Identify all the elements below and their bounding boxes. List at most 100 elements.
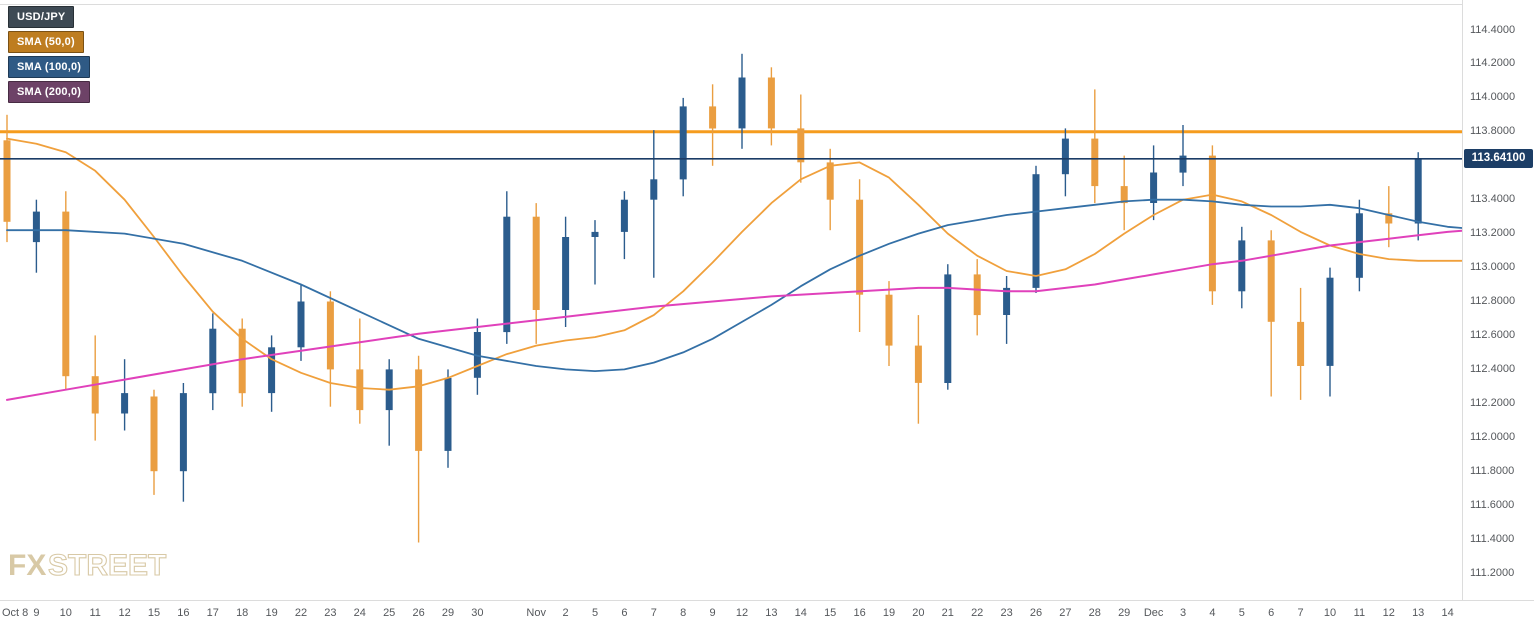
candle-body [91,376,99,414]
candle-body [150,396,158,472]
date-tick-label: 10 [59,607,72,619]
date-tick-label: 6 [621,607,628,619]
date-tick-label: 20 [912,607,925,619]
candle-body [679,106,687,180]
candle-body [1238,240,1246,292]
candle-body [944,274,952,383]
date-tick-label: 2 [562,607,569,619]
date-tick-label: 5 [591,607,599,619]
date-tick-label: 8 [680,607,687,619]
price-tick-label: 111.4000 [1470,532,1515,545]
candle-body [1355,213,1363,278]
legend-sma50[interactable]: SMA (50,0) [8,31,84,53]
candle-body [1003,287,1011,315]
candle-body [356,369,364,411]
date-tick-label: 6 [1268,607,1275,619]
date-tick-label: 27 [1059,607,1072,619]
date-tick-label: 19 [882,607,896,619]
date-tick-label: 15 [147,607,161,619]
date-tick-label: 12 [118,607,131,619]
watermark-fx-text: FX [8,549,46,582]
candle-body [415,369,423,451]
date-tick-label: Dec [1143,607,1164,619]
date-tick-label: 26 [1029,607,1043,619]
candle-body [268,347,276,394]
price-tick-label: 111.8000 [1470,464,1515,477]
price-tick-label: 113.8000 [1470,125,1516,138]
legend-sma100[interactable]: SMA (100,0) [8,56,91,78]
candle-body [1179,155,1187,173]
candle-body [444,377,452,451]
candle-body [3,140,11,222]
date-tick-label: 16 [177,607,190,619]
price-tick-label: 114.2000 [1470,57,1516,70]
price-tick-label: 112.2000 [1470,396,1516,409]
price-tick-label: 114.4000 [1470,23,1516,36]
sma50-label: SMA (50,0) [17,36,75,48]
watermark-street-text: STREET [48,549,166,582]
date-tick-label: 9 [33,607,40,619]
candlestick-plot-area[interactable] [0,0,1462,600]
price-tick-label: 111.6000 [1470,498,1515,511]
price-tick-label: 113.4000 [1470,193,1516,206]
candle-body [1297,321,1305,366]
candle-body [209,328,217,394]
candle-body [709,106,717,129]
candle-body [1061,138,1069,175]
candle-body [1267,240,1275,322]
candle-body [973,274,981,316]
price-tick-label: 114.0000 [1470,91,1516,104]
price-tick-label: 112.4000 [1470,362,1516,375]
sma200-label: SMA (200,0) [17,86,82,98]
candle-body [32,211,40,243]
legend-sma200[interactable]: SMA (200,0) [8,81,91,103]
candle-body [1120,186,1128,204]
date-tick-label: 10 [1323,607,1337,619]
candle-body [885,294,893,346]
date-tick-label: 25 [383,607,396,619]
chart-legend: USD/JPY SMA (50,0) SMA (100,0) SMA (200,… [8,6,91,106]
date-tick-label: 4 [1209,607,1216,619]
date-tick-label: 29 [1118,607,1131,619]
candle-body [1150,172,1158,203]
date-tick-label: 12 [735,607,749,619]
candle-body [1414,159,1422,224]
date-tick-label: 23 [1000,607,1013,619]
date-tick-label: 3 [1179,607,1187,619]
candle-body [179,393,187,472]
candle-body [591,231,599,237]
candle-body [121,393,129,414]
date-tick-label: 7 [1297,607,1304,619]
date-tick-label: 17 [206,607,219,619]
symbol-badge[interactable]: USD/JPY [8,6,75,28]
date-tick-label: 24 [353,607,366,619]
date-tick-label: 30 [471,607,484,619]
date-tick-label: 18 [236,607,249,619]
candle-body [767,77,775,129]
candle-body [650,179,658,200]
candle-body [326,301,334,370]
candle-body [1385,213,1393,224]
candle-body [914,345,922,383]
candle-body [797,128,805,163]
date-tick-label: 7 [650,607,657,619]
date-tick-label: 26 [412,607,425,619]
candle-body [620,199,628,232]
candle-body [532,216,540,310]
time-axis[interactable]: Oct 8 9 10 11 12 15 16 17 18 19 22 23 24 25 26 29 30 Nov 2… [0,600,1534,627]
price-tick-label: 113.0000 [1470,261,1516,274]
sma200-line [6,229,1462,401]
candle-body [297,301,305,348]
price-axis[interactable]: 113.64100 114.4000 114.2000 114.0000 113.80… [1462,0,1534,600]
price-tick-label: 112.0000 [1470,430,1516,443]
date-tick-label: 11 [1353,607,1366,619]
fxstreet-watermark: FX STREET [8,548,167,582]
date-tick-label: Oct 8 [2,607,29,619]
date-tick-label: 14 [1441,607,1454,619]
date-tick-label: 5 [1238,607,1245,619]
candle-body [562,237,570,310]
price-tick-label: 113.2000 [1470,227,1516,240]
last-price-badge: 113.64100 [1464,149,1533,169]
candle-body [503,216,511,333]
